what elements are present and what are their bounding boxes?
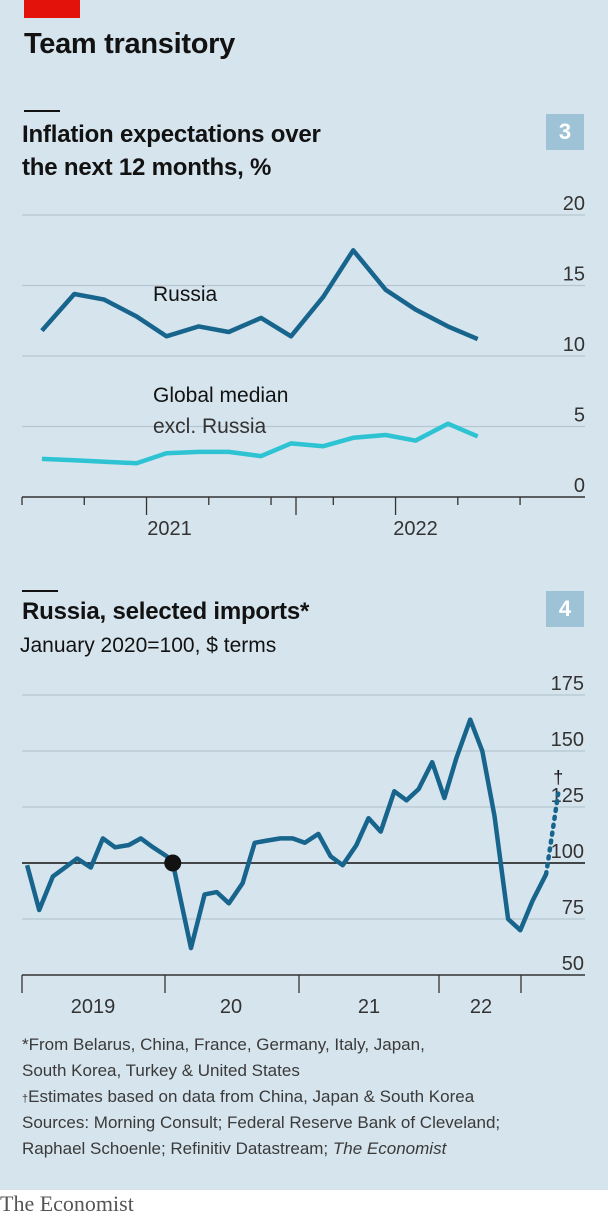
page-title: Team transitory: [24, 28, 235, 60]
chart3-title: Inflation expectations over the next 12 …: [22, 118, 321, 184]
chart3-title-line1: Inflation expectations over: [22, 121, 321, 148]
chart4-series-estimate: [543, 791, 561, 877]
chart4-x-tick-label: 21: [358, 996, 380, 1018]
chart4-y-tick-label: 175: [551, 673, 584, 695]
chart4-subtitle: January 2020=100, $ terms: [20, 634, 277, 657]
sources-economist: The Economist: [332, 1139, 447, 1158]
chart4-x-tick-label: 20: [220, 996, 242, 1018]
chart3-x-tick-label: 2022: [393, 518, 438, 540]
chart4-y-tick-label: 100: [551, 841, 584, 863]
sources-2: Raphael Schoenle; Refinitiv Datastream; …: [22, 1136, 592, 1162]
chart3-svg: 0 5 10 15 20 2021 2022 Russia Global median excl.…: [21, 193, 585, 540]
chart4-y-tick-label: 50: [562, 953, 584, 975]
chart3-y-tick-label: 15: [563, 264, 585, 286]
chart4-series-imports: [24, 717, 549, 951]
chart3-series-global: [41, 421, 479, 466]
chart3-badge: 3: [546, 114, 584, 150]
chart3-title-line2: the next 12 months, %: [22, 154, 272, 181]
chart4-y-tick-label: 75: [562, 897, 584, 919]
chart3-x-tick-label: 2021: [147, 518, 192, 540]
footnote-3: †Estimates based on data from China, Jap…: [22, 1084, 592, 1110]
chart4-y-tick-label: 150: [551, 729, 584, 751]
chart4-x-tick-label: 22: [470, 996, 492, 1018]
chart4-badge: 4: [546, 591, 584, 627]
chart4-title: Russia, selected imports*: [22, 598, 310, 625]
sources-2-text: Raphael Schoenle; Refinitiv Datastream;: [22, 1139, 329, 1158]
chart4-base-marker: [164, 854, 182, 872]
chart3-series-russia: [40, 248, 479, 342]
chart4-rule: [22, 590, 58, 592]
chart3-y-tick-label: 5: [574, 405, 585, 427]
chart4-dagger: †: [553, 768, 563, 788]
chart-panel: Team transitory Inflation expectations o…: [0, 0, 608, 1190]
brand-red-tag: [24, 0, 80, 18]
chart3-y-tick-label: 0: [574, 475, 585, 497]
footnotes: *From Belarus, China, France, Germany, I…: [22, 1032, 592, 1162]
dagger-mark: †: [22, 1093, 29, 1105]
sources-1: Sources: Morning Consult; Federal Reserv…: [22, 1113, 501, 1132]
chart3-y-tick-label: 20: [563, 193, 585, 215]
chart3-label-russia: Russia: [153, 283, 218, 306]
chart3-rule: [24, 110, 60, 112]
footnote-1: *From Belarus, China, France, Germany, I…: [22, 1035, 425, 1054]
chart3-y-tick-label: 10: [563, 334, 585, 356]
economist-logo: The Economist: [0, 1191, 134, 1216]
chart3-label-global-2: excl. Russia: [153, 415, 267, 438]
footnote-3-text: Estimates based on data from China, Japa…: [28, 1087, 475, 1106]
chart3-label-global-1: Global median: [153, 384, 288, 407]
footnote-2: South Korea, Turkey & United States: [22, 1061, 300, 1080]
chart4-x-tick-label: 2019: [71, 996, 116, 1018]
